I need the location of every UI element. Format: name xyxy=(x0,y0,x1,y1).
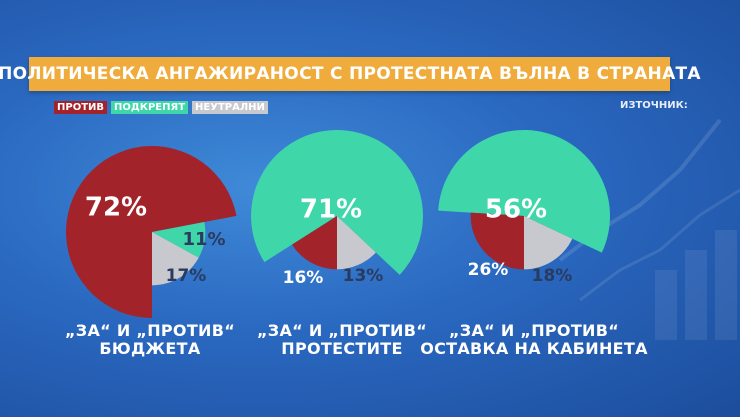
pie-slice xyxy=(65,145,237,318)
caption-line: ОСТАВКА НА КАБИНЕТА xyxy=(420,339,648,358)
caption-budget: „ЗА“ И „ПРОТИВ“ БЮДЖЕТА xyxy=(44,322,256,358)
caption-protests: „ЗА“ И „ПРОТИВ“ ПРОТЕСТИТЕ xyxy=(236,322,448,358)
caption-line: БЮДЖЕТА xyxy=(99,339,201,358)
slice-label: 71% xyxy=(300,195,362,225)
pie-slice xyxy=(470,212,524,270)
slice-label: 11% xyxy=(182,229,225,250)
chart-title: ПОЛИТИЧЕСКА АНГАЖИРАНОСТ С ПРОТЕСТНАТА В… xyxy=(0,64,701,84)
legend-item-neutral: НЕУТРАЛНИ xyxy=(192,101,268,114)
pie-slice xyxy=(152,222,206,258)
legend: ПРОТИВ ПОДКРЕПЯТ НЕУТРАЛНИ xyxy=(54,101,268,114)
slice-label: 16% xyxy=(283,268,324,288)
title-bar: ПОЛИТИЧЕСКА АНГАЖИРАНОСТ С ПРОТЕСТНАТА В… xyxy=(0,57,701,91)
slice-label: 56% xyxy=(485,195,547,225)
caption-line: „ЗА“ И „ПРОТИВ“ xyxy=(64,321,236,340)
slice-label: 17% xyxy=(166,266,207,286)
legend-item-against: ПРОТИВ xyxy=(54,101,108,114)
source-label: ИЗТОЧНИК: xyxy=(620,100,688,111)
slice-label: 72% xyxy=(85,193,147,223)
pie-slice xyxy=(524,216,573,270)
slice-label: 18% xyxy=(532,266,573,286)
legend-item-support: ПОДКРЕПЯТ xyxy=(111,101,189,114)
slice-label: 26% xyxy=(468,260,509,280)
pie-slice xyxy=(337,216,376,270)
caption-line: „ЗА“ И „ПРОТИВ“ xyxy=(448,321,620,340)
caption-cabinet-resignation: „ЗА“ И „ПРОТИВ“ ОСТАВКА НА КАБИНЕТА xyxy=(420,322,648,358)
pie-slice xyxy=(152,232,199,286)
pie-slice xyxy=(251,130,424,275)
caption-line: ПРОТЕСТИТЕ xyxy=(281,339,403,358)
pie-slice xyxy=(291,216,337,270)
caption-line: „ЗА“ И „ПРОТИВ“ xyxy=(256,321,428,340)
slice-label: 13% xyxy=(343,266,384,286)
pie-slice xyxy=(438,130,611,253)
